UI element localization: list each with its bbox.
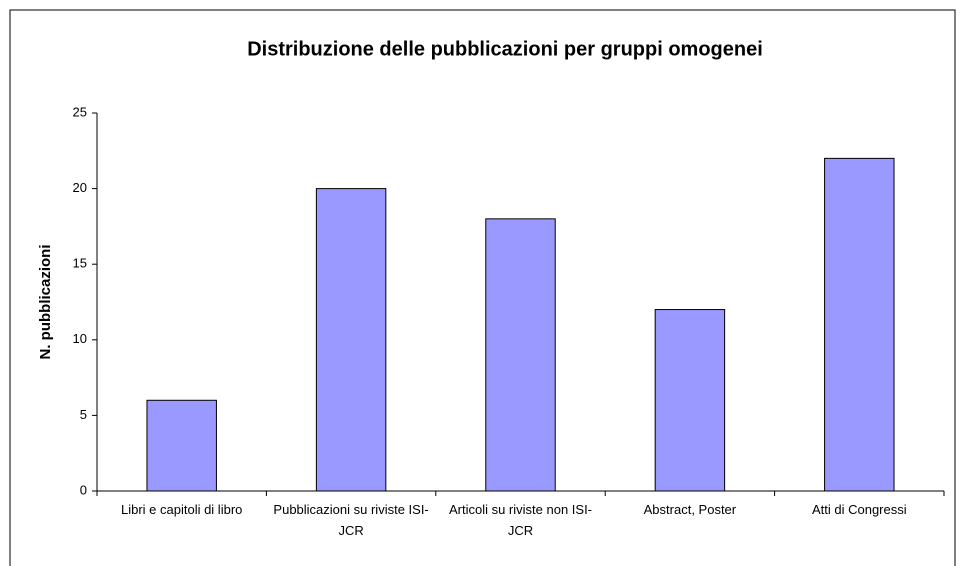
chart-title: Distribuzione delle pubblicazioni per gr… [247,38,763,60]
y-tick-label: 15 [73,256,87,271]
bar [654,309,726,492]
x-tick-label: Libri e capitoli di libro [120,502,243,517]
y-tick-label: 25 [73,104,87,119]
y-tick-label: 20 [73,180,87,195]
x-tick-label: Articoli su riviste non ISI-JCR [448,502,593,538]
bar [824,157,895,492]
y-axis-label: N. pubblicazioni [37,245,54,360]
x-tick-label: Atti di Congressi [811,502,907,517]
x-tick-label: Abstract, Poster [643,502,737,517]
y-tick-label: 10 [73,331,87,346]
bar [315,188,387,492]
x-tick-label: Pubblicazioni su riviste ISI-JCR [273,502,429,538]
bar [485,218,556,492]
bar [146,399,217,492]
y-tick-label: 5 [80,407,87,422]
chart-border [9,9,956,566]
y-tick-label: 0 [80,482,87,497]
